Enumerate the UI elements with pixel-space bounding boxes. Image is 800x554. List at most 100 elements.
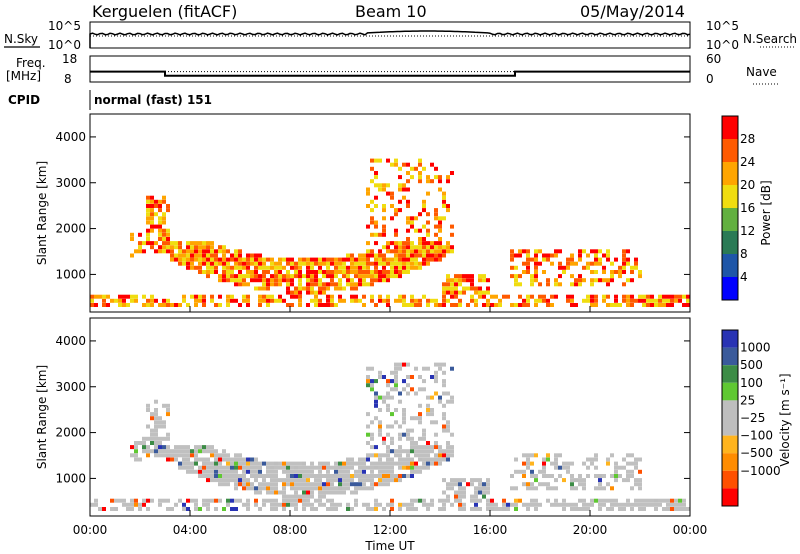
vel-cell xyxy=(338,465,342,470)
power-cell xyxy=(358,274,362,279)
power-cell xyxy=(226,278,230,283)
power-cell xyxy=(142,303,146,307)
power-cell xyxy=(554,278,558,283)
vel-cell xyxy=(378,420,382,425)
vel-cell xyxy=(430,408,434,412)
power-cell xyxy=(202,253,206,258)
power-cell xyxy=(274,261,278,266)
power-cell xyxy=(354,270,358,274)
power-cell xyxy=(574,303,578,307)
vel-cell xyxy=(250,482,254,487)
vel-cell xyxy=(630,486,634,491)
power-cell xyxy=(398,187,402,192)
vel-cell xyxy=(282,507,286,511)
power-cell xyxy=(558,282,562,287)
power-cell xyxy=(610,261,614,266)
power-cell xyxy=(134,298,138,303)
power-cell xyxy=(206,265,210,270)
vel-cell xyxy=(422,453,426,458)
vel-cell xyxy=(342,461,346,466)
vel-cell xyxy=(158,453,162,458)
power-cell xyxy=(250,270,254,274)
vel-cell xyxy=(238,457,242,462)
vel-cell xyxy=(350,490,354,495)
vel-cell xyxy=(402,461,406,466)
vel-cell xyxy=(434,375,438,379)
power-cell xyxy=(546,257,550,262)
power-cell xyxy=(566,298,570,303)
vel-cell xyxy=(218,461,222,466)
power-cell xyxy=(406,204,410,208)
power-cell xyxy=(342,257,346,262)
power-cell xyxy=(518,249,522,254)
vel-cell xyxy=(526,486,530,491)
vel-cell xyxy=(618,502,622,507)
power-cell xyxy=(346,270,350,274)
vel-cell xyxy=(666,507,670,511)
power-cell xyxy=(102,303,106,307)
power-cell xyxy=(374,204,378,208)
vel-cell xyxy=(174,502,178,507)
power-cell xyxy=(350,270,354,274)
power-cell xyxy=(138,241,142,246)
power-cell xyxy=(286,303,290,307)
power-cell xyxy=(398,265,402,270)
vel-cell xyxy=(358,478,362,483)
vel-cell xyxy=(598,478,602,483)
power-cell xyxy=(314,274,318,279)
vel-cell xyxy=(282,469,286,474)
power-cell xyxy=(154,204,158,208)
power-cell xyxy=(626,249,630,254)
vel-cell xyxy=(198,507,202,511)
vel-cell xyxy=(514,469,518,474)
power-cell xyxy=(390,204,394,208)
power-cell xyxy=(350,253,354,258)
power-cell xyxy=(410,261,414,266)
power-cell xyxy=(358,270,362,274)
power-cell xyxy=(626,298,630,303)
vel-cell xyxy=(226,498,230,503)
vel-cell xyxy=(586,507,590,511)
power-cell xyxy=(302,261,306,266)
power-cell xyxy=(374,241,378,246)
vel-cell xyxy=(614,465,618,470)
vel-cell xyxy=(306,498,310,503)
power-cell xyxy=(514,303,518,307)
vel-cell xyxy=(242,502,246,507)
power-cell xyxy=(150,216,154,221)
power-cell xyxy=(622,270,626,274)
power-cell xyxy=(418,298,422,303)
vel-cell xyxy=(146,507,150,511)
power-cell xyxy=(278,265,282,270)
vel-cell xyxy=(318,469,322,474)
vel-cell xyxy=(442,453,446,458)
vel-cell xyxy=(582,461,586,466)
power-cell xyxy=(318,286,322,291)
vel-cell xyxy=(262,486,266,491)
vel-cell xyxy=(562,465,566,470)
vel-cell xyxy=(402,362,406,367)
power-cell xyxy=(282,298,286,303)
vel-cell xyxy=(154,432,158,437)
vel-cell xyxy=(634,502,638,507)
power-cell xyxy=(398,298,402,303)
power-cell xyxy=(246,257,250,262)
vel-cell xyxy=(330,490,334,495)
vel-cell xyxy=(178,445,182,450)
power-cell xyxy=(662,298,666,303)
power-cell xyxy=(254,278,258,283)
vel-cell xyxy=(366,383,370,388)
vel-cell xyxy=(206,507,210,511)
vel-ytick-label: 2000 xyxy=(55,426,86,440)
power-cell xyxy=(246,274,250,279)
velocity-colorbar-tick: −100 xyxy=(740,429,773,443)
power-cell xyxy=(270,257,274,262)
power-cell xyxy=(214,257,218,262)
vel-cell xyxy=(314,486,318,491)
cpid-text: normal (fast) 151 xyxy=(94,93,212,107)
vel-cell xyxy=(378,370,382,375)
power-cell xyxy=(306,290,310,295)
vel-cell xyxy=(198,474,202,478)
power-cell xyxy=(166,298,170,303)
power-cell xyxy=(158,303,162,307)
